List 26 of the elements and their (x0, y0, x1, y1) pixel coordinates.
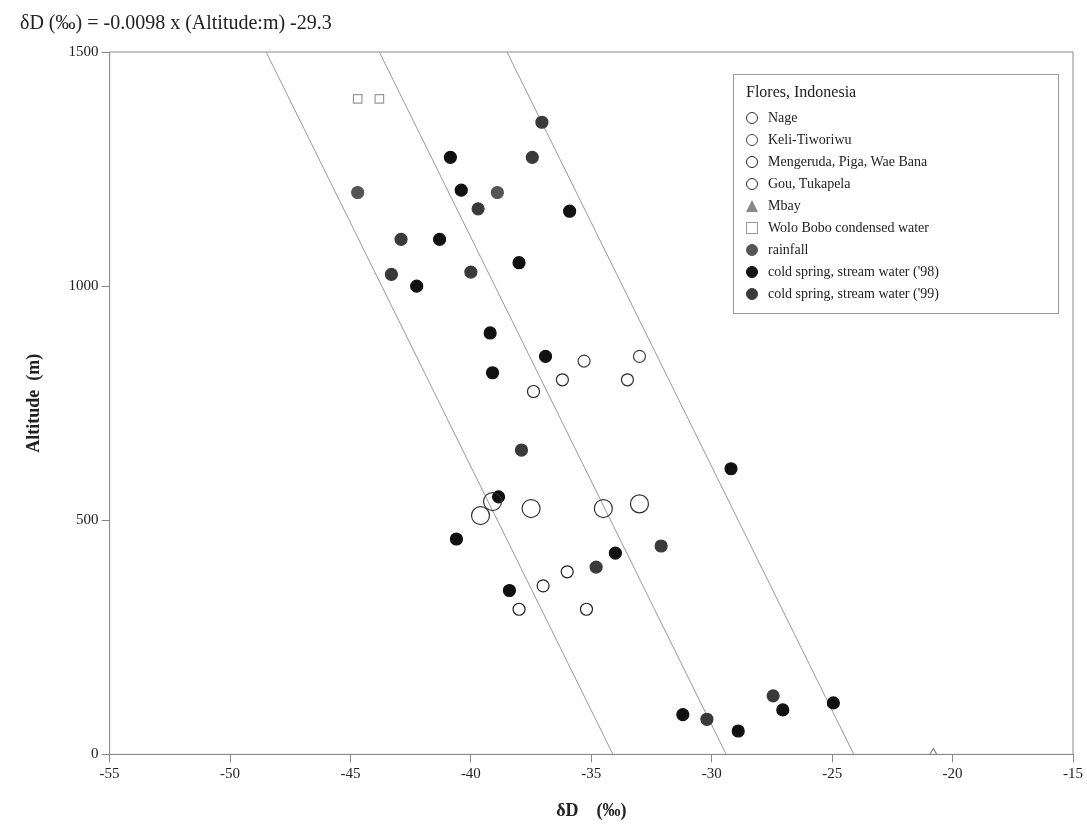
y-tick-label: 1000 (68, 277, 99, 294)
legend-label: Nage (768, 110, 798, 126)
legend-label: Gou, Tukapela (768, 176, 851, 192)
x-tick-label: -50 (220, 765, 241, 782)
x-tick-label: -40 (460, 765, 481, 782)
legend-label: cold spring, stream water ('98) (768, 264, 939, 280)
x-axis-title: δD (‰) (556, 799, 627, 821)
x-tick-label: -55 (99, 765, 120, 782)
legend-label: rainfall (768, 242, 809, 258)
chart-title: δD (‰) = -0.0098 x (Altitude:m) -29.3 (20, 11, 332, 35)
y-axis-title: Altitude (m) (23, 353, 45, 453)
x-tick-label: -35 (581, 765, 602, 782)
legend-title: Flores, Indonesia (746, 83, 858, 101)
legend-label: Mbay (768, 198, 801, 214)
legend-label: Mengeruda, Piga, Wae Bana (768, 154, 928, 170)
x-tick-label: -25 (822, 765, 843, 782)
x-tick-label: -30 (701, 765, 722, 782)
legend-label: Keli-Tiworiwu (768, 132, 852, 148)
x-tick-label: -45 (340, 765, 361, 782)
y-tick-label: 500 (76, 511, 99, 528)
legend-label: Wolo Bobo condensed water (768, 220, 929, 236)
y-tick-label: 0 (91, 745, 99, 762)
x-tick-label: -15 (1063, 765, 1083, 782)
legend-label: cold spring, stream water ('99) (768, 286, 939, 302)
x-tick-label: -20 (942, 765, 963, 782)
y-tick-label: 1500 (68, 42, 99, 59)
